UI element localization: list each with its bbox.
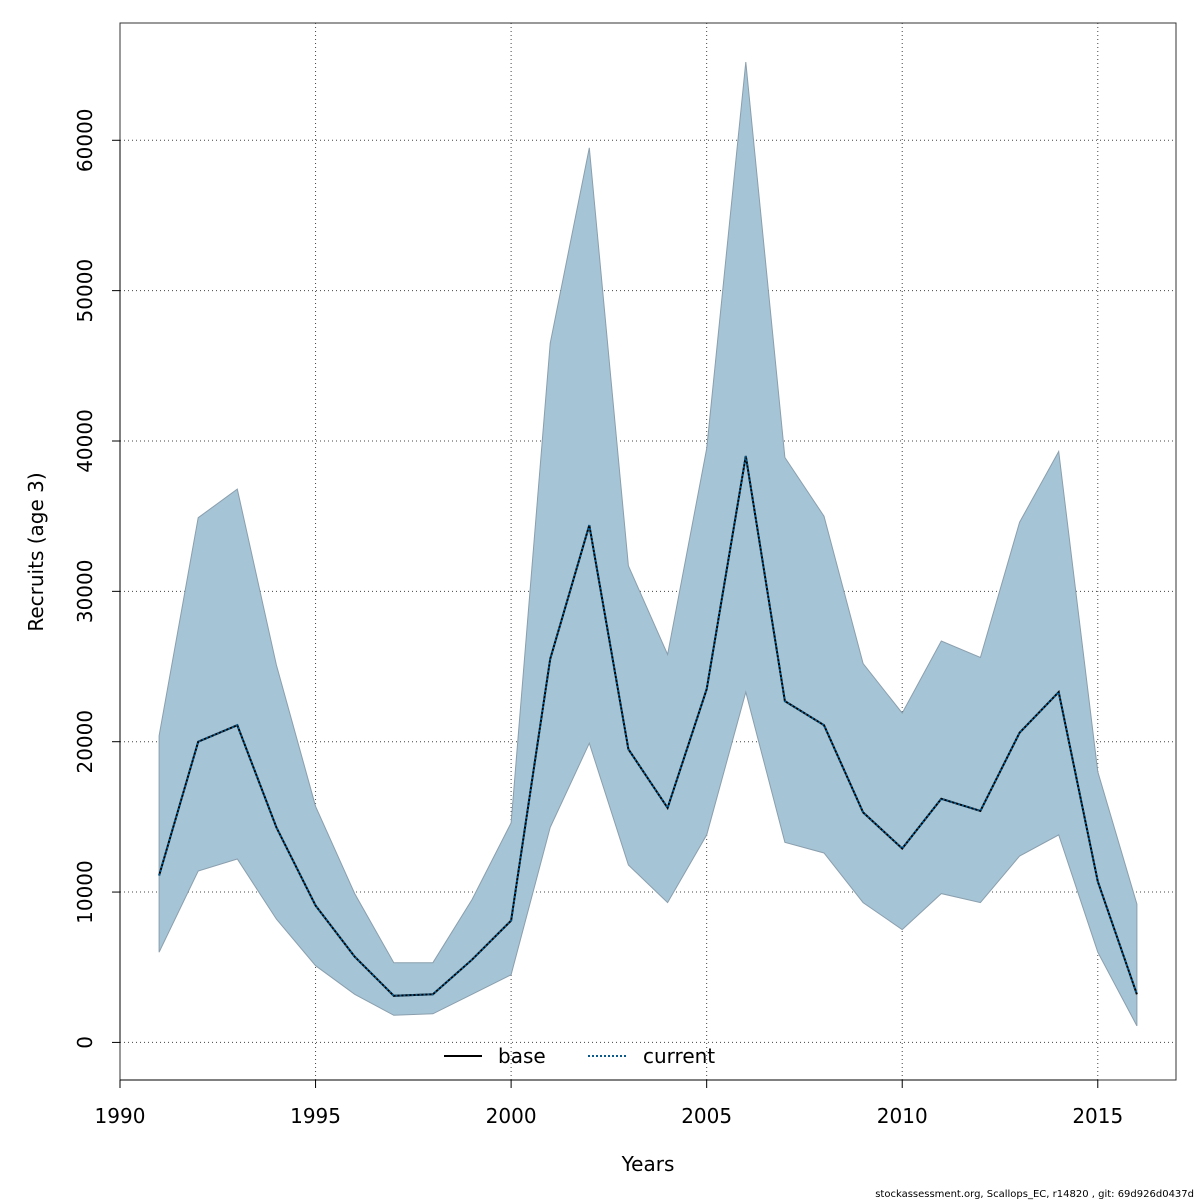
legend-label-base: base xyxy=(498,1044,546,1068)
y-tick-label: 10000 xyxy=(73,860,97,924)
y-tick-label: 60000 xyxy=(73,108,97,172)
y-tick-label: 30000 xyxy=(73,560,97,624)
x-tick-label: 2015 xyxy=(1072,1104,1123,1128)
x-axis-title: Years xyxy=(621,1152,675,1176)
x-tick-label: 2000 xyxy=(486,1104,537,1128)
y-axis: 0 10000 20000 30000 40000 50000 60000 xyxy=(73,108,121,1049)
footer-note: stockassessment.org, Scallops_EC, r14820… xyxy=(875,1189,1194,1200)
series-line-current xyxy=(158,455,1138,997)
legend-label-current: current xyxy=(643,1044,715,1068)
x-tick-label: 1995 xyxy=(290,1104,341,1128)
x-tick-label: 1990 xyxy=(95,1104,146,1128)
y-tick-label: 50000 xyxy=(73,259,97,323)
x-tick-label: 2005 xyxy=(681,1104,732,1128)
x-axis: 1990 1995 2000 2005 2010 2015 xyxy=(95,1079,1123,1128)
y-tick-label: 0 xyxy=(73,1036,97,1049)
confidence-band xyxy=(158,62,1138,1027)
y-tick-label: 40000 xyxy=(73,409,97,473)
data-points xyxy=(159,456,1137,996)
x-tick-label: 2010 xyxy=(877,1104,928,1128)
y-axis-title: Recruits (age 3) xyxy=(24,472,48,631)
y-tick-label: 20000 xyxy=(73,710,97,774)
legend: base current xyxy=(444,1044,715,1068)
